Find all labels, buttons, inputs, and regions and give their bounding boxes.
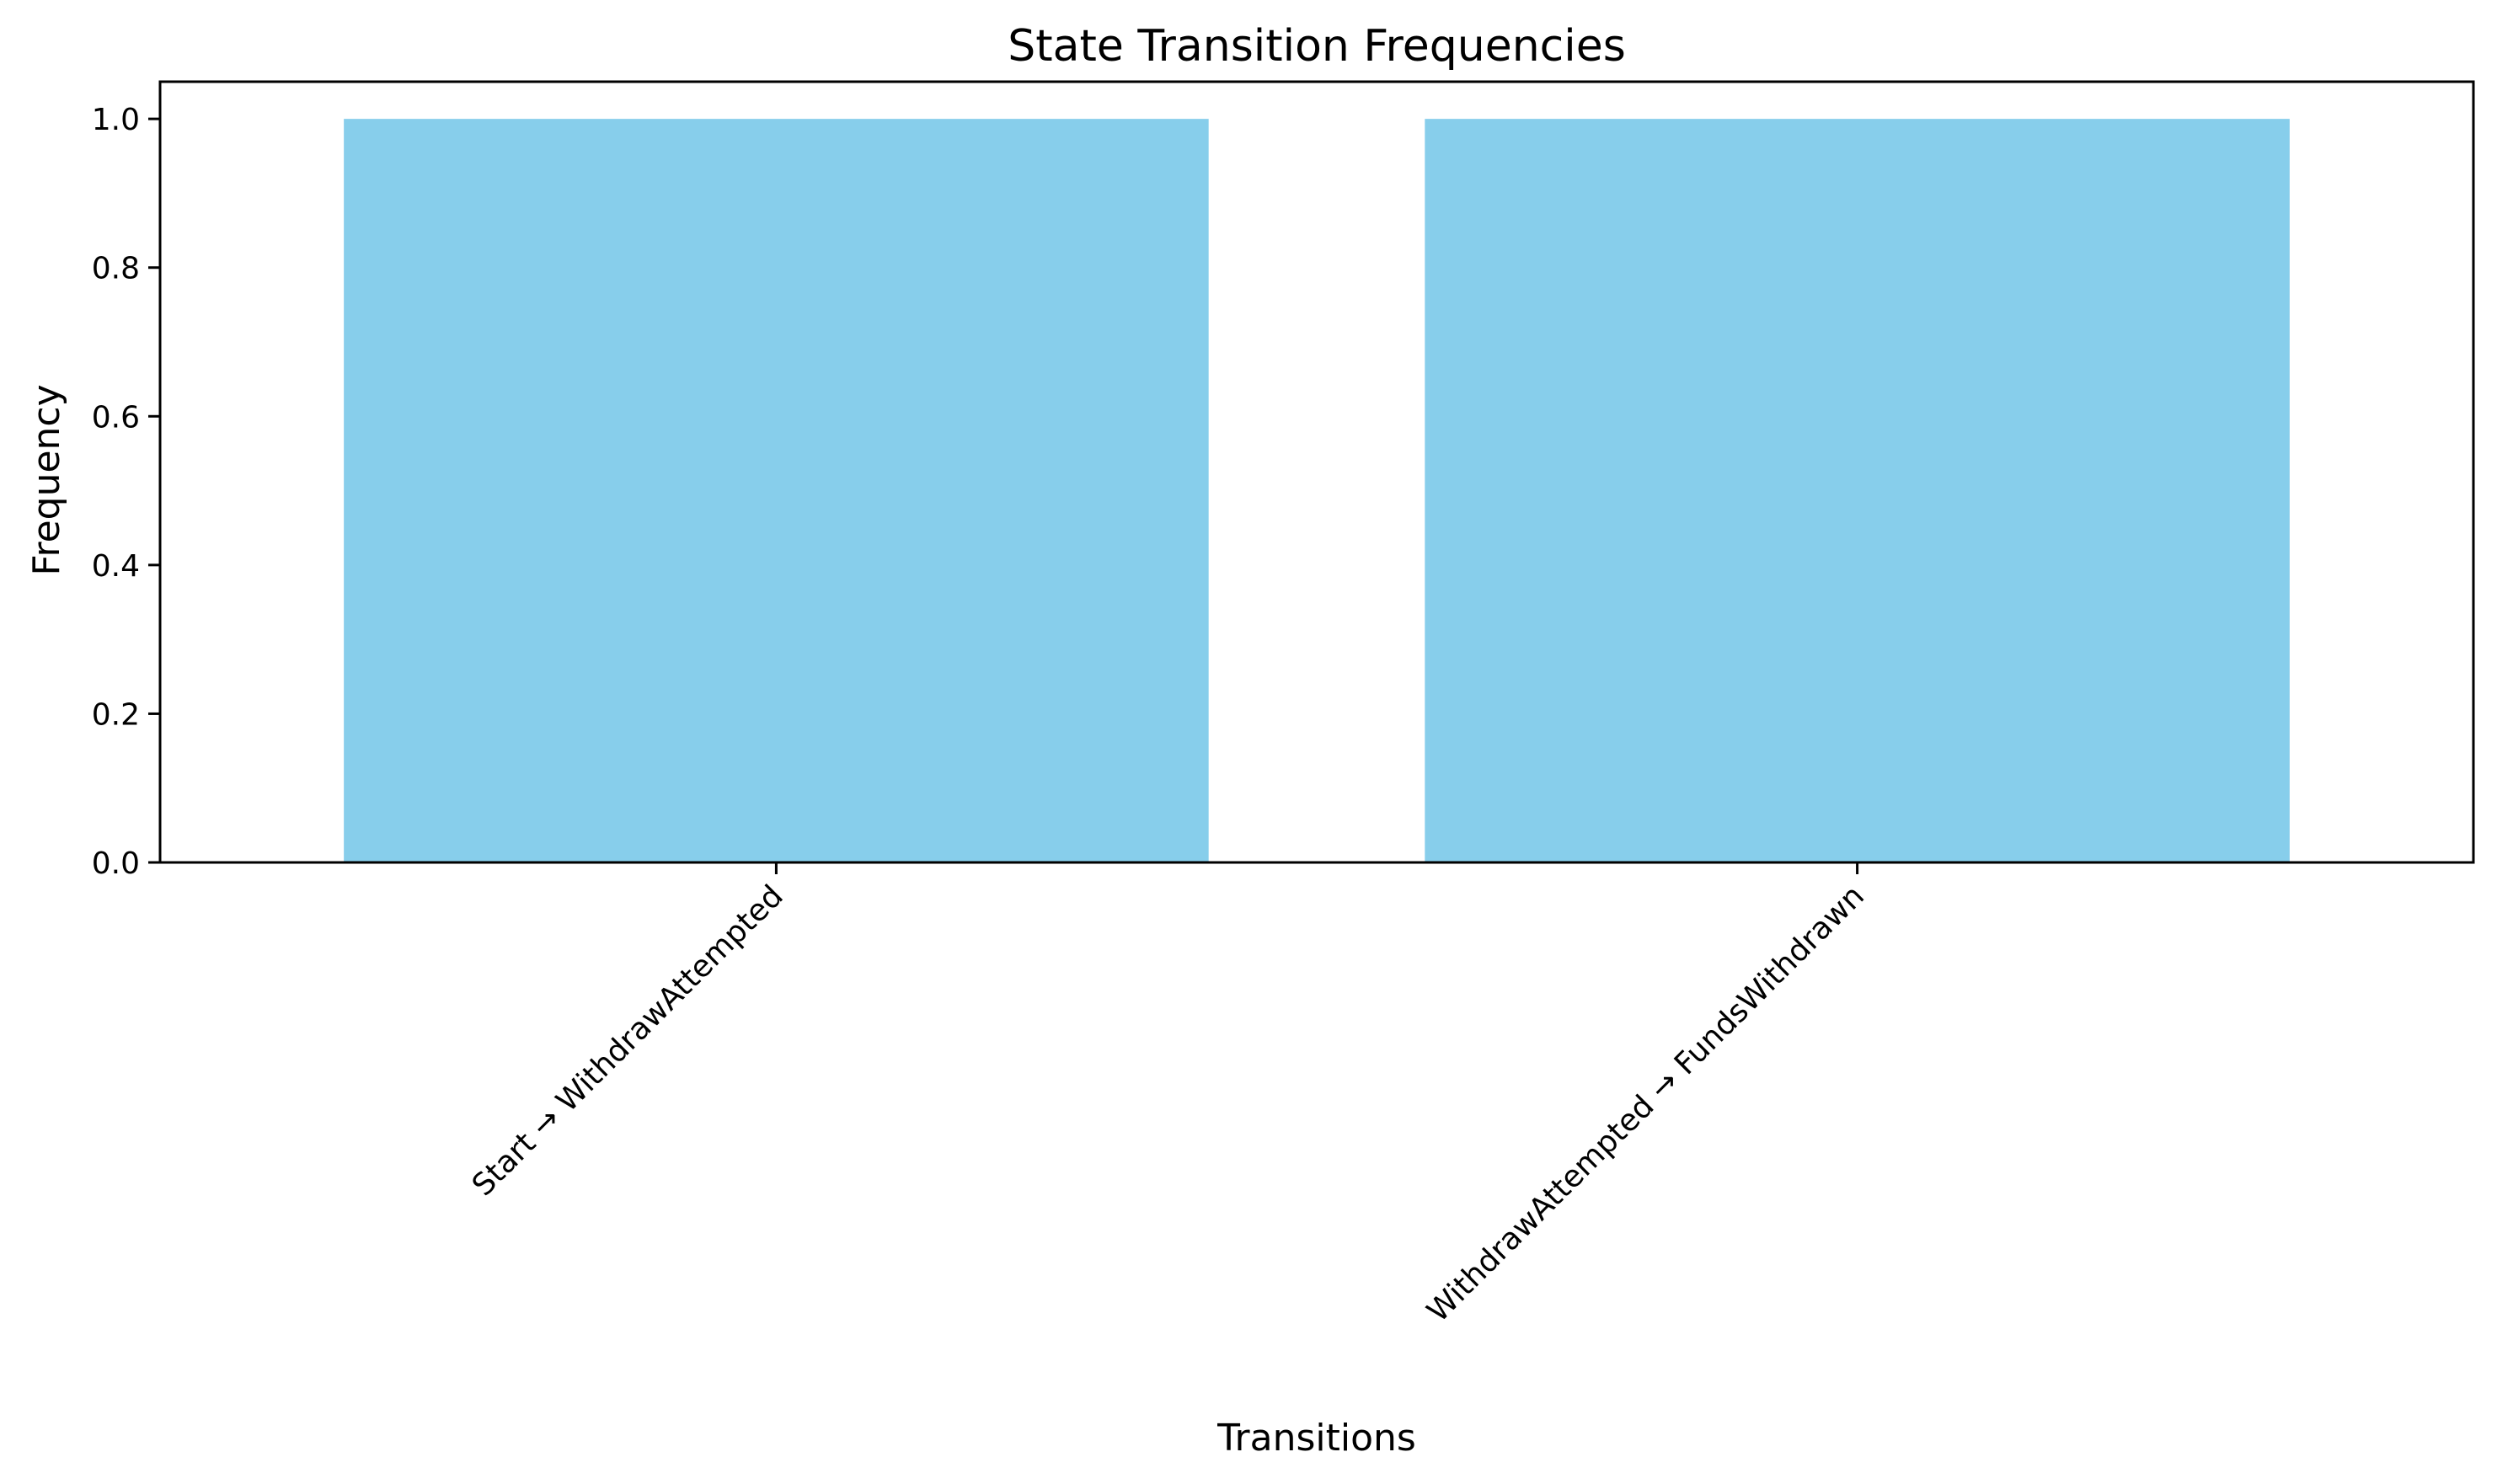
y-tick-label: 0.4 (92, 549, 140, 584)
y-tick-label: 0.0 (92, 846, 140, 881)
x-axis-label: Transitions (1216, 1417, 1416, 1460)
y-tick-label: 0.6 (92, 400, 140, 435)
x-tick-label: WithdrawAttempted → FundsWithdrawn (1420, 878, 1871, 1329)
y-tick-label: 0.2 (92, 697, 140, 732)
y-axis-ticks: 0.0 0.2 0.4 0.6 0.8 1.0 (92, 103, 160, 881)
bar-0 (344, 119, 1209, 863)
chart-title: State Transition Frequencies (1008, 21, 1626, 72)
y-axis-label: Frequency (25, 384, 68, 575)
bar-1 (1425, 119, 2290, 863)
y-tick-label: 0.8 (92, 252, 140, 286)
x-axis-ticks: Start → WithdrawAttempted WithdrawAttempt… (466, 862, 1871, 1329)
plot-frame (158, 80, 2475, 864)
y-tick-label: 1.0 (92, 103, 140, 137)
bars-layer (344, 119, 2290, 863)
x-tick-label: Start → WithdrawAttempted (466, 878, 790, 1203)
